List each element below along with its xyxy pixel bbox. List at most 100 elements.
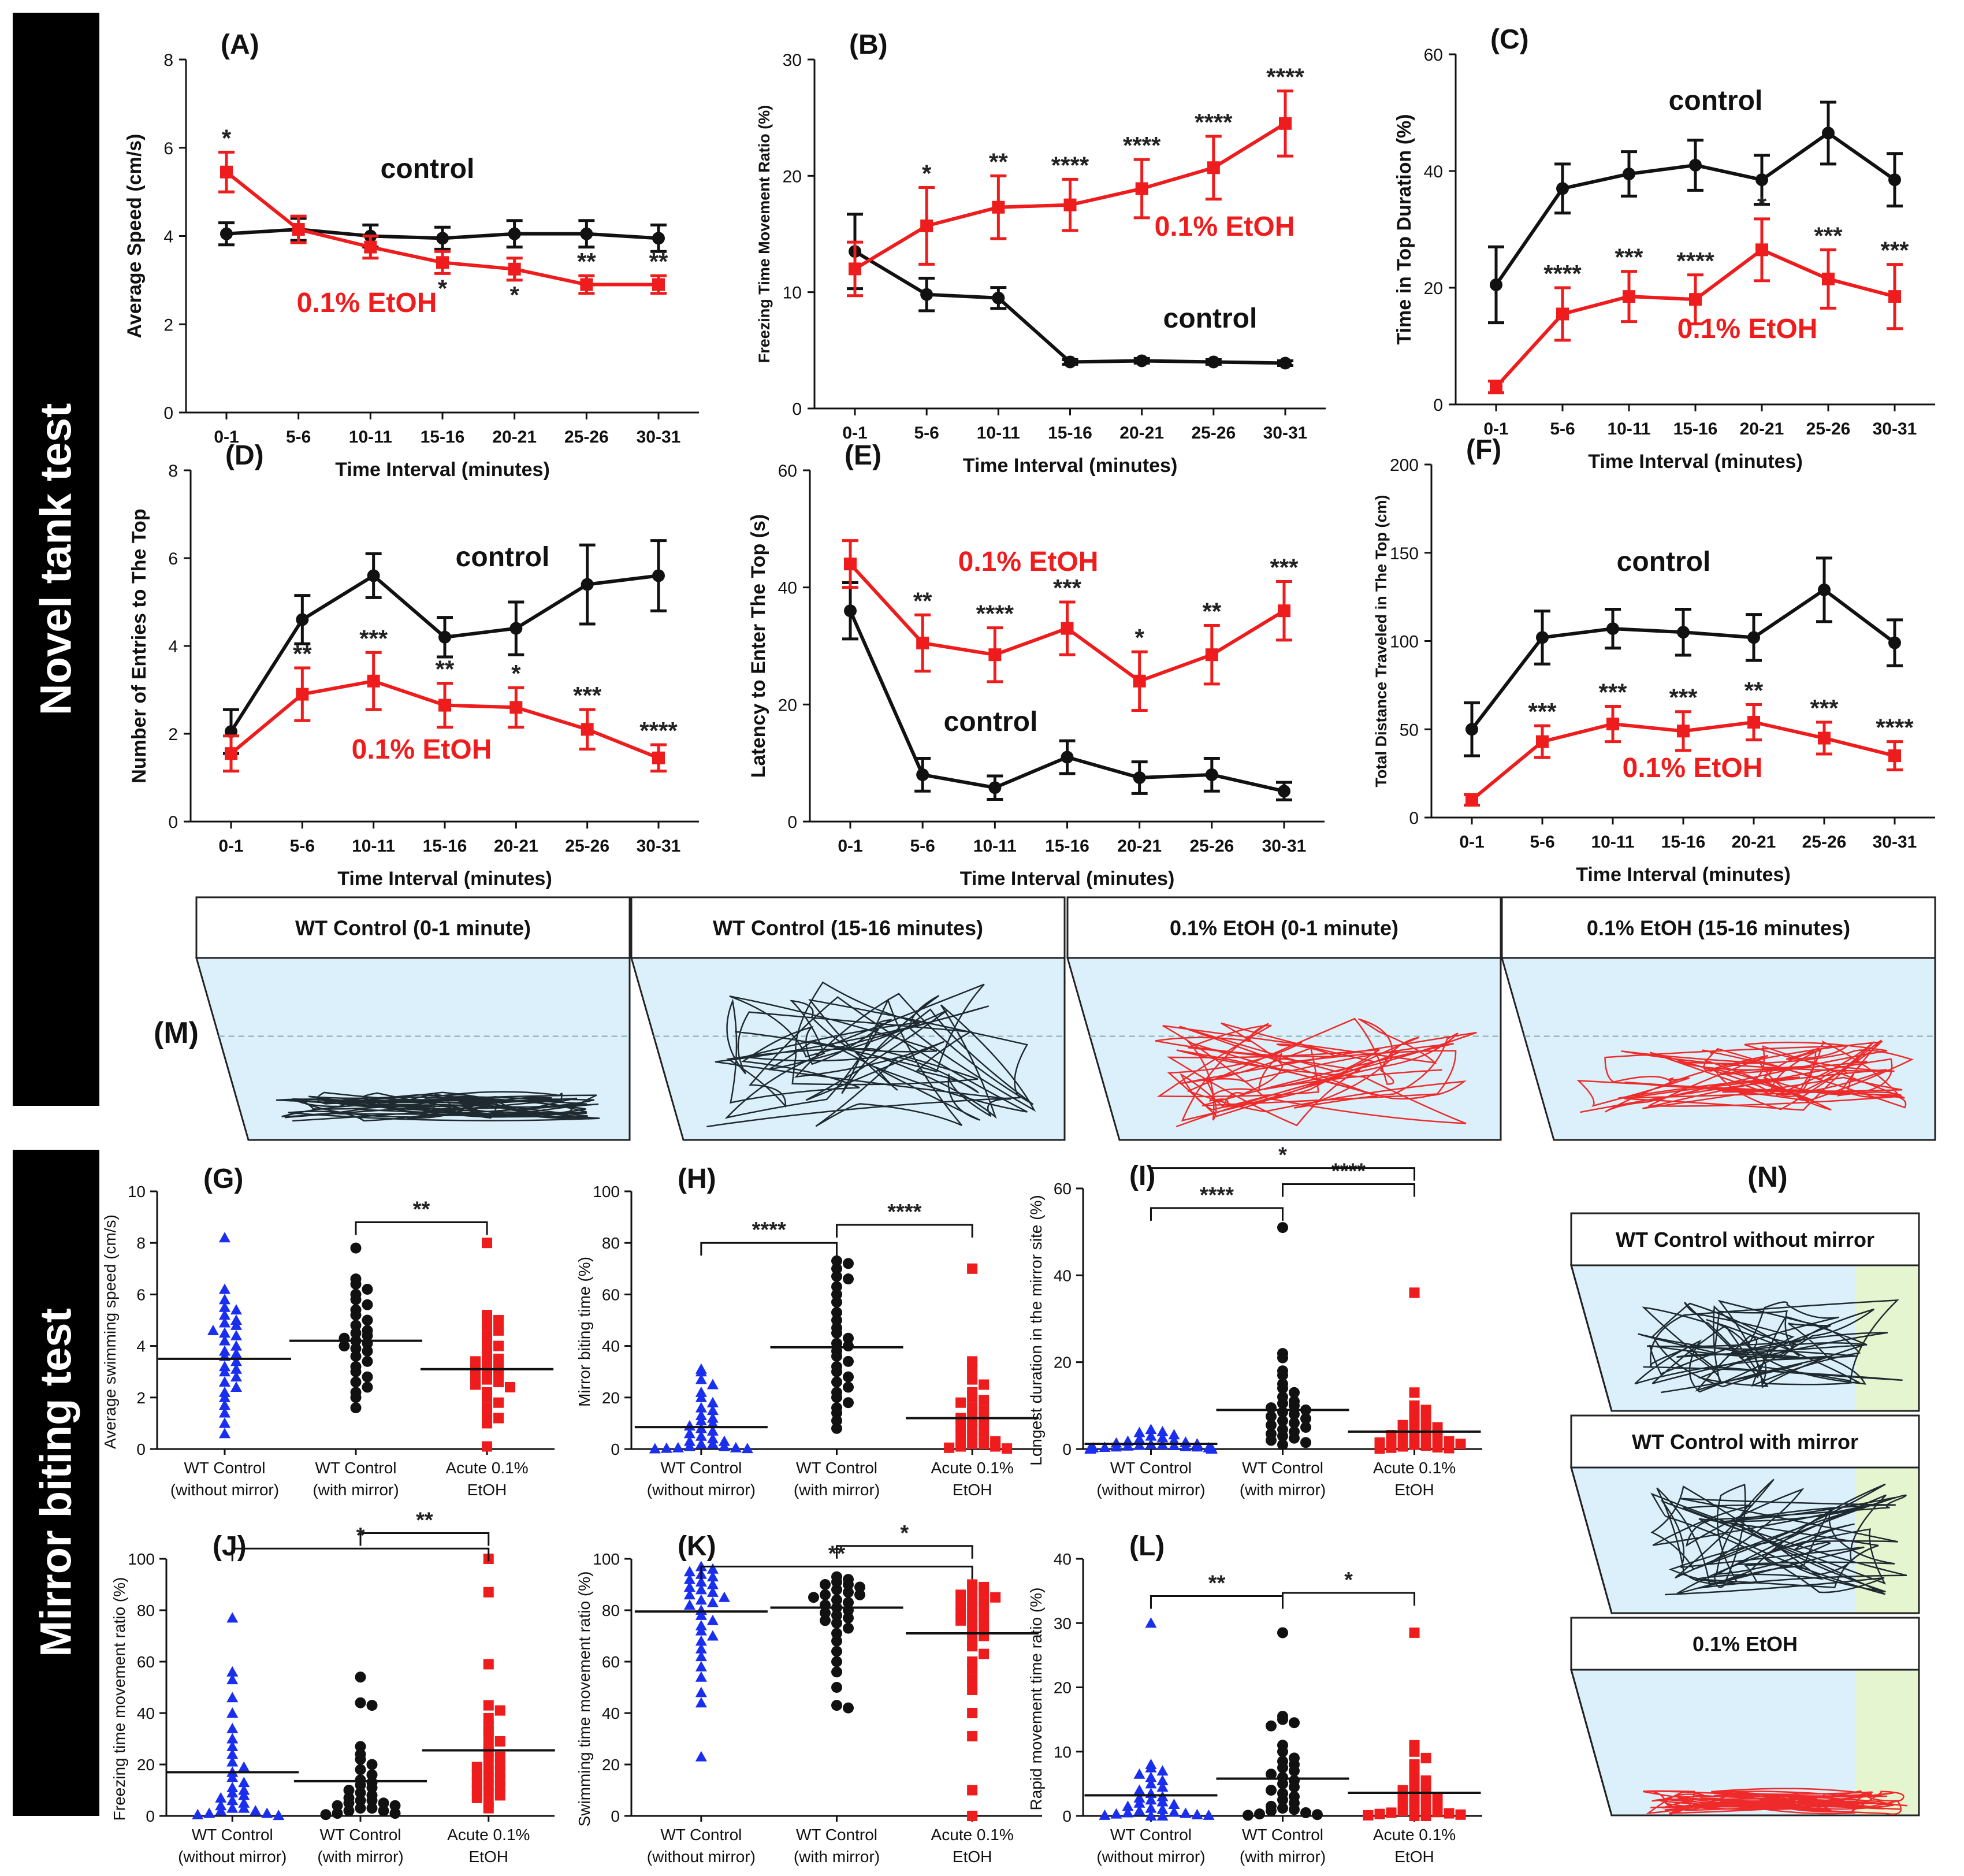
data-point [483, 1587, 494, 1598]
chart-h: 0 20 40 60 80 100 Mirror biting time (%) (H) WT … [575, 1164, 1042, 1499]
y-tick-label: 40 [137, 1704, 155, 1722]
data-point [1420, 1431, 1431, 1442]
data-point [226, 1740, 239, 1751]
y-tick-label: 20 [1054, 1679, 1072, 1697]
data-point [350, 1350, 362, 1362]
data-point [695, 1438, 707, 1449]
data-point [683, 1573, 695, 1584]
data-point [218, 1327, 230, 1338]
series-etoh: *************** [223, 625, 678, 773]
series-label: 0.1% EtOH [1623, 753, 1763, 783]
x-axis-title: Time Interval (minutes) [963, 455, 1178, 477]
data-point [350, 1366, 362, 1377]
data-point [944, 1442, 955, 1453]
group-label: Acute 0.1% [445, 1459, 528, 1477]
data-point [1207, 161, 1220, 174]
data-point [350, 1279, 362, 1290]
data-point [1002, 1443, 1013, 1454]
group-1: WT Control (with mirror) [1216, 1627, 1349, 1866]
data-point [695, 1671, 707, 1682]
group-label: Acute 0.1% [931, 1826, 1014, 1844]
data-point [364, 240, 377, 254]
data-point [581, 578, 594, 591]
group-label: (without mirror) [170, 1481, 279, 1499]
group-label: (without mirror) [647, 1848, 756, 1866]
y-axis-title: Mirror biting time (%) [575, 1257, 593, 1407]
data-point [1409, 1387, 1420, 1398]
y-tick-label: 4 [136, 1338, 146, 1355]
data-point [1374, 1443, 1385, 1454]
data-point [1755, 173, 1768, 187]
data-point [362, 1299, 373, 1310]
data-point [843, 1258, 854, 1269]
data-point [695, 1373, 707, 1384]
data-point [1205, 768, 1218, 781]
significance-label: **** [887, 1200, 921, 1224]
data-point [1455, 1809, 1466, 1820]
significance-label: **** [639, 717, 678, 744]
data-point [695, 1584, 707, 1595]
y-tick-label: 2 [163, 315, 173, 335]
significance-label: **** [1543, 260, 1582, 287]
mirror-zone [1855, 1670, 1919, 1815]
series-label: control [1163, 303, 1258, 334]
swim-trajectory [1634, 1299, 1903, 1394]
data-point [967, 1664, 978, 1675]
tank-n-0: WT Control without mirror [1570, 1212, 1920, 1412]
significance-bracket [1150, 1207, 1284, 1221]
data-point [226, 1707, 239, 1718]
y-tick-label: 0 [136, 1440, 146, 1458]
data-point [967, 1392, 978, 1403]
data-point [683, 1589, 695, 1600]
data-point [296, 613, 309, 626]
data-point [1888, 290, 1901, 303]
tank-title-box [1570, 1212, 1920, 1266]
panel-label: (D) [225, 440, 264, 471]
data-point [192, 1808, 204, 1819]
data-point [483, 1731, 494, 1742]
data-point [1289, 1765, 1300, 1777]
group-label: EtOH [953, 1848, 992, 1866]
data-point [218, 1335, 230, 1346]
data-point [273, 1810, 285, 1821]
group-label: WT Control [660, 1826, 742, 1844]
y-tick-label: 8 [163, 51, 173, 70]
data-point [1145, 1430, 1157, 1441]
y-tick-label: 20 [1054, 1354, 1072, 1372]
data-point [1145, 1762, 1157, 1773]
significance-label: **** [976, 600, 1014, 627]
tank-title: 0.1% EtOH (0-1 minute) [1170, 916, 1398, 940]
data-point [843, 1612, 854, 1624]
x-tick-label: 30-31 [1873, 833, 1917, 852]
data-point [683, 1440, 695, 1451]
x-tick-label: 20-21 [1119, 424, 1164, 443]
data-point [990, 1592, 1001, 1603]
significance-bracket [1150, 1167, 1416, 1181]
data-point [706, 1586, 719, 1597]
data-point [355, 1697, 366, 1708]
panel-label: (K) [678, 1531, 716, 1562]
data-point [343, 1797, 355, 1809]
data-point [226, 1692, 239, 1703]
data-point [695, 1402, 707, 1413]
data-point [226, 1786, 239, 1797]
x-tick-label: 20-21 [494, 837, 538, 856]
y-tick-label: 10 [1054, 1743, 1072, 1761]
data-point [955, 1589, 966, 1600]
group-label: (with mirror) [794, 1481, 880, 1499]
data-point [979, 1395, 990, 1406]
data-point [1063, 355, 1077, 369]
swim-trajectory [1650, 1478, 1907, 1596]
data-point [1536, 631, 1549, 644]
significance-label: *** [1598, 679, 1627, 706]
data-point [831, 1376, 842, 1388]
y-tick-label: 20 [137, 1756, 155, 1774]
x-tick-label: 20-21 [492, 428, 537, 447]
chart-b: 0 10 20 30 0-1 5-6 10-11 15-16 20-21 25-26 30-31 Ti… [756, 29, 1326, 477]
y-axis-title: Time in Top Duration (%) [1393, 114, 1415, 344]
data-point [1278, 785, 1290, 798]
y-tick-label: 100 [593, 1183, 620, 1201]
data-point [1556, 307, 1569, 321]
data-point [362, 1371, 373, 1383]
